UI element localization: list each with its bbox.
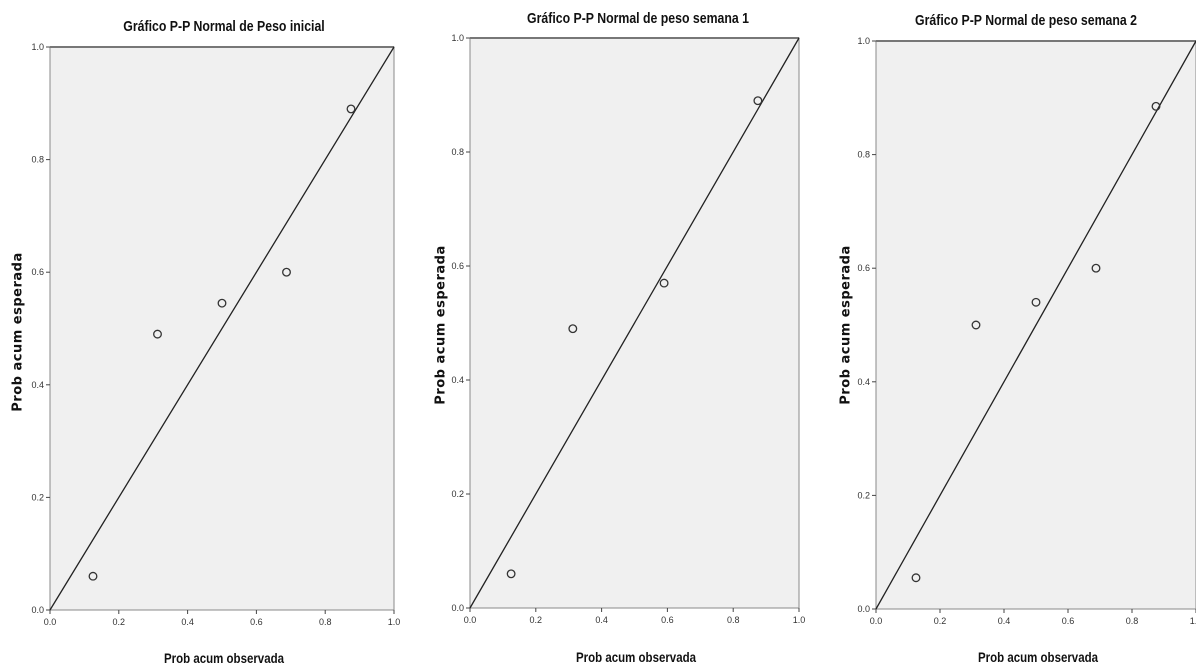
x-tick-label: 1.0 bbox=[1190, 616, 1196, 626]
x-tick-label: 0.2 bbox=[113, 617, 126, 627]
x-tick-label: 0.2 bbox=[934, 616, 947, 626]
y-tick-label: 0.4 bbox=[857, 377, 870, 387]
plot-area: 0.0 0.2 0.4 0.6 0.8 1.0 0.0 0.2 0.4 0.6 0.8 1.0 bbox=[31, 42, 401, 627]
x-tick-label: 0.2 bbox=[530, 615, 543, 625]
data-point bbox=[217, 298, 227, 308]
data-point bbox=[88, 571, 98, 581]
y-tick-label: 0.2 bbox=[857, 490, 870, 500]
data-point bbox=[1031, 297, 1041, 307]
data-point bbox=[153, 329, 162, 339]
y-tick-label: 1.0 bbox=[451, 33, 464, 43]
y-tick-label: 0.0 bbox=[31, 605, 44, 615]
reference-line bbox=[875, 40, 1196, 610]
x-axis-label: Prob acum observada bbox=[576, 649, 696, 665]
chart-title: Gráfico P-P Normal de peso semana 2 bbox=[915, 12, 1137, 29]
x-tick-label: 0.0 bbox=[464, 615, 477, 625]
pp-plot-peso-inicial: Gráfico P-P Normal de Peso inicial Prob … bbox=[0, 0, 401, 671]
chart-title: Gráfico P-P Normal de peso semana 1 bbox=[527, 10, 749, 27]
x-tick-label: 0.6 bbox=[661, 615, 674, 625]
y-tick-label: 0.8 bbox=[451, 147, 464, 157]
y-tick-label: 0.0 bbox=[857, 604, 870, 614]
y-tick-label: 0.0 bbox=[451, 603, 464, 613]
plot-area: 0.0 0.2 0.4 0.6 0.8 1.0 0.0 0.2 0.4 0.6 0.8 1.0 bbox=[451, 33, 806, 625]
reference-line bbox=[469, 37, 800, 609]
y-tick-label: 0.6 bbox=[857, 263, 870, 273]
y-tick-label: 0.6 bbox=[31, 267, 44, 277]
data-point bbox=[568, 324, 578, 334]
x-tick-label: 1.0 bbox=[793, 615, 806, 625]
data-point bbox=[971, 320, 981, 330]
y-tick-label: 0.2 bbox=[31, 492, 44, 502]
y-tick-label: 0.6 bbox=[451, 261, 464, 271]
x-tick-label: 0.4 bbox=[595, 615, 608, 625]
y-tick-label: 0.4 bbox=[31, 380, 44, 390]
x-tick-label: 0.4 bbox=[181, 617, 194, 627]
y-axis-label: Prob acum esperada bbox=[433, 245, 449, 405]
y-tick-label: 1.0 bbox=[857, 36, 870, 46]
x-tick-label: 0.4 bbox=[998, 616, 1011, 626]
y-axis-label: Prob acum esperada bbox=[838, 245, 854, 405]
x-tick-label: 1.0 bbox=[388, 617, 401, 627]
x-axis-label: Prob acum observada bbox=[978, 649, 1098, 665]
data-point bbox=[1091, 263, 1101, 273]
reference-line bbox=[49, 46, 395, 611]
y-tick-label: 0.8 bbox=[857, 150, 870, 160]
y-tick-label: 0.2 bbox=[451, 489, 464, 499]
y-tick-label: 0.4 bbox=[451, 375, 464, 385]
x-tick-label: 0.8 bbox=[727, 615, 740, 625]
data-point bbox=[506, 569, 516, 579]
x-tick-label: 0.8 bbox=[1126, 616, 1139, 626]
y-axis-label: Prob acum esperada bbox=[10, 252, 26, 412]
x-tick-label: 0.6 bbox=[250, 617, 263, 627]
data-point bbox=[753, 96, 763, 106]
data-point bbox=[659, 278, 669, 288]
chart-title: Gráfico P-P Normal de Peso inicial bbox=[123, 18, 325, 35]
data-point bbox=[282, 267, 291, 277]
data-point bbox=[1151, 101, 1161, 111]
data-point bbox=[911, 573, 921, 583]
x-tick-label: 0.6 bbox=[1062, 616, 1075, 626]
data-point bbox=[346, 104, 356, 114]
x-axis-label: Prob acum observada bbox=[164, 650, 284, 666]
plot-area: 0.0 0.2 0.4 0.6 0.8 1.0 0.0 0.2 0.4 0.6 0.8 1.0 bbox=[857, 36, 1196, 626]
x-tick-label: 0.8 bbox=[319, 617, 332, 627]
y-tick-label: 1.0 bbox=[31, 42, 44, 52]
y-tick-label: 0.8 bbox=[31, 155, 44, 165]
pp-plot-peso-semana-1: Gráfico P-P Normal de peso semana 1 Prob… bbox=[420, 0, 820, 671]
x-tick-label: 0.0 bbox=[44, 617, 57, 627]
pp-plot-peso-semana-2: Gráfico P-P Normal de peso semana 2 Prob… bbox=[826, 0, 1196, 671]
x-tick-label: 0.0 bbox=[870, 616, 883, 626]
